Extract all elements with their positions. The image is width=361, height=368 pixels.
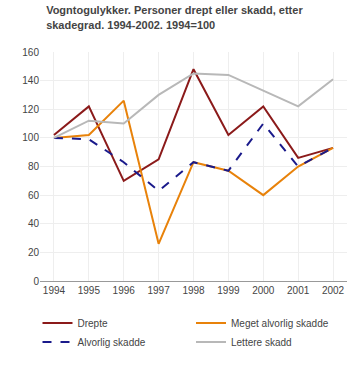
svg-text:Meget alvorlig skadde: Meget alvorlig skadde <box>231 318 329 329</box>
svg-text:60: 60 <box>28 190 40 201</box>
svg-text:1996: 1996 <box>113 285 136 296</box>
svg-text:120: 120 <box>22 104 39 115</box>
svg-text:2000: 2000 <box>252 285 275 296</box>
svg-text:Drepte: Drepte <box>78 318 108 329</box>
svg-text:100: 100 <box>22 132 39 143</box>
svg-text:1998: 1998 <box>182 285 205 296</box>
svg-text:20: 20 <box>28 247 40 258</box>
svg-text:160: 160 <box>22 47 39 58</box>
svg-text:Lettere skadd: Lettere skadd <box>231 337 292 348</box>
svg-text:1994: 1994 <box>43 285 66 296</box>
svg-text:80: 80 <box>28 161 40 172</box>
svg-text:Vogntogulykker. Personer drept: Vogntogulykker. Personer drept eller ska… <box>46 4 303 30</box>
svg-text:40: 40 <box>28 218 40 229</box>
svg-text:0: 0 <box>33 276 39 287</box>
svg-text:1997: 1997 <box>147 285 170 296</box>
svg-text:Alvorlig skadde: Alvorlig skadde <box>78 337 146 348</box>
svg-text:2001: 2001 <box>287 285 310 296</box>
svg-text:1999: 1999 <box>217 285 240 296</box>
svg-text:2002: 2002 <box>322 285 345 296</box>
svg-text:140: 140 <box>22 75 39 86</box>
svg-text:1995: 1995 <box>78 285 101 296</box>
